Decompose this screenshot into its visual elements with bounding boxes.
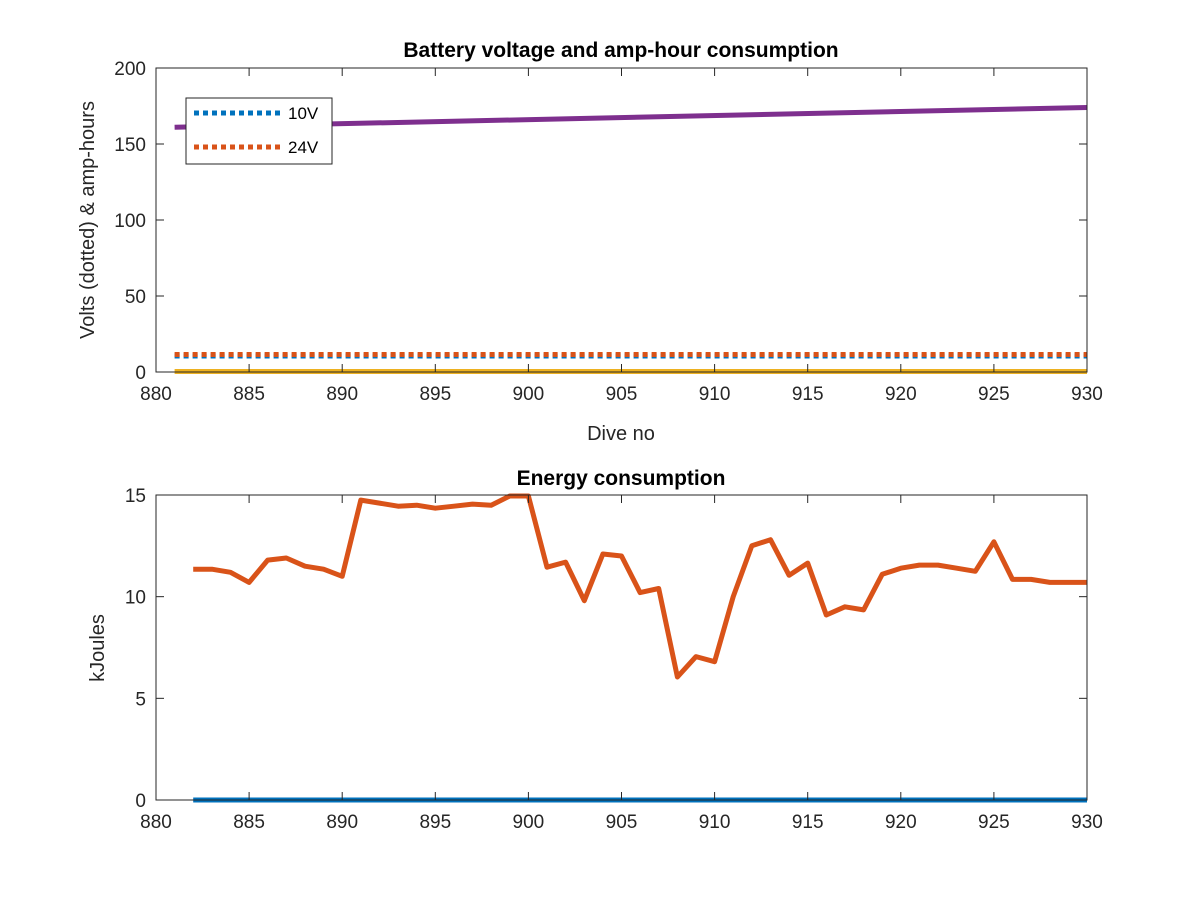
series-line-energy-1	[193, 493, 1087, 680]
x-tick-label-voltage-925: 925	[978, 384, 1010, 405]
x-tick-label-energy-880: 880	[140, 812, 172, 833]
y-tick-label-voltage-100: 100	[114, 211, 146, 232]
y-tick-label-energy-0: 0	[135, 791, 146, 812]
x-tick-label-voltage-880: 880	[140, 384, 172, 405]
x-tick-label-energy-910: 910	[699, 812, 731, 833]
x-tick-label-energy-905: 905	[606, 812, 638, 833]
y-tick-label-voltage-150: 150	[114, 135, 146, 156]
x-tick-label-energy-900: 900	[513, 812, 545, 833]
legend: 10V 24V	[185, 97, 333, 165]
x-tick-label-voltage-915: 915	[792, 384, 824, 405]
ticks-energy: 880 885 890 895 900 905 910 915 920 925 930 0 5 10 15	[125, 486, 1103, 833]
x-tick-label-energy-915: 915	[792, 812, 824, 833]
legend-label-10V: 10V	[288, 104, 319, 123]
series-group-energy	[193, 493, 1087, 803]
y-tick-label-energy-15: 15	[125, 486, 146, 507]
legend-box	[185, 97, 333, 165]
x-tick-label-energy-925: 925	[978, 812, 1010, 833]
x-tick-label-energy-930: 930	[1071, 812, 1103, 833]
y-axis-label-energy: kJoules	[87, 614, 109, 682]
x-tick-label-energy-920: 920	[885, 812, 917, 833]
x-tick-label-voltage-890: 890	[326, 384, 358, 405]
y-axis-label-voltage: Volts (dotted) & amp-hours	[77, 101, 99, 339]
x-tick-label-voltage-910: 910	[699, 384, 731, 405]
subplot-energy: Energy consumption 880 885 890 895 900 905 910…	[87, 467, 1103, 833]
y-tick-label-energy-10: 10	[125, 588, 146, 609]
ticks-voltage: 880 885 890 895 900 905 910 915 920 925 930 0 50 100 1…	[114, 59, 1103, 405]
x-tick-label-voltage-895: 895	[419, 384, 451, 405]
chart-title-energy: Energy consumption	[517, 467, 726, 490]
x-tick-label-voltage-905: 905	[606, 384, 638, 405]
axes-frame-energy	[155, 494, 1088, 801]
legend-label-24V: 24V	[288, 138, 319, 157]
subplot-voltage: Battery voltage and amp-hour consumption…	[77, 39, 1103, 445]
x-tick-label-voltage-885: 885	[233, 384, 265, 405]
x-tick-label-energy-885: 885	[233, 812, 265, 833]
x-tick-label-voltage-900: 900	[513, 384, 545, 405]
x-tick-label-energy-895: 895	[419, 812, 451, 833]
y-tick-label-energy-5: 5	[135, 689, 146, 710]
y-tick-label-voltage-50: 50	[125, 287, 146, 308]
x-axis-label-voltage: Dive no	[587, 423, 655, 445]
chart-title-voltage: Battery voltage and amp-hour consumption	[403, 39, 838, 62]
x-tick-label-voltage-920: 920	[885, 384, 917, 405]
y-tick-label-voltage-200: 200	[114, 59, 146, 80]
x-tick-label-energy-890: 890	[326, 812, 358, 833]
y-tick-label-voltage-0: 0	[135, 363, 146, 384]
x-tick-label-voltage-930: 930	[1071, 384, 1103, 405]
